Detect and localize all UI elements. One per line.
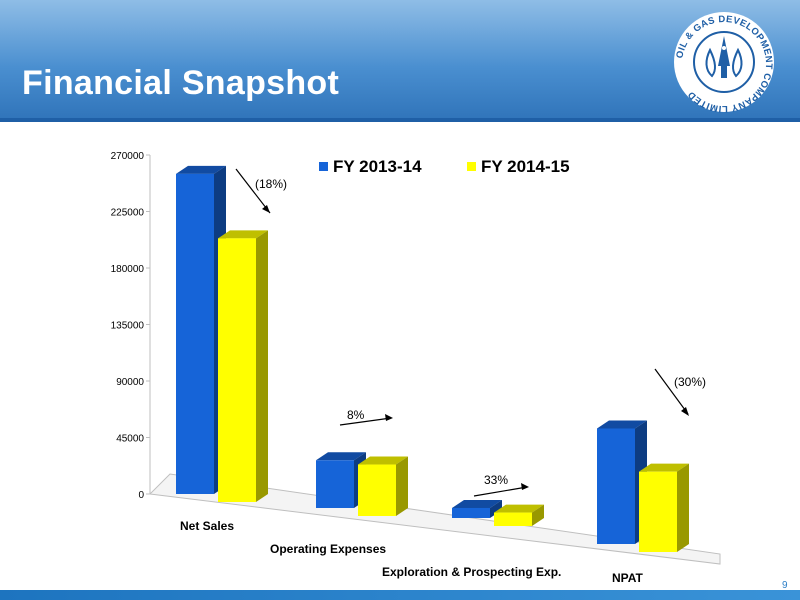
arrow-npat (654, 368, 689, 415)
company-logo: OIL & GAS DEVELOPMENT COMPANY LIMITED (674, 12, 774, 114)
bar-2014-3-top (639, 463, 689, 472)
bar-2014-3 (639, 471, 677, 552)
bar-2013-2 (452, 507, 490, 518)
bar-2013-3 (597, 428, 635, 544)
arrow-operating-expenses (339, 417, 392, 426)
bar-chart: 0 45000 90000 135000 180000 225000 270000 Net S… (111, 151, 721, 585)
bar-2013-0-top (176, 165, 226, 174)
x-tick-label: NPAT (612, 571, 644, 585)
legend-label: FY 2014-15 (481, 157, 570, 176)
slide-header (0, 0, 800, 122)
annotation-npat: (30%) (674, 375, 706, 389)
slide-title: Financial Snapshot (22, 64, 340, 102)
bar-2014-2-top (494, 504, 544, 513)
y-tick-label: 0 (138, 490, 144, 501)
bar-2014-0-top (218, 230, 268, 239)
arrowhead-net-sales (262, 205, 270, 213)
bar-2014-3-side (677, 463, 689, 552)
x-tick-label: Net Sales (180, 519, 234, 533)
arrowhead-exploration (521, 483, 529, 490)
bar-2013-3-top (597, 420, 647, 429)
x-tick-label: Exploration & Prospecting Exp. (382, 565, 561, 579)
bar-2014-1-top (358, 456, 408, 465)
bar-2013-2-top (452, 499, 502, 508)
annotation-net-sales: (18%) (255, 177, 287, 191)
y-tick-label: 45000 (116, 434, 144, 445)
bar-2014-0-side (256, 230, 268, 502)
bar-2014-1-side (396, 456, 408, 516)
arrowhead-npat (681, 407, 689, 416)
bar-2014-1 (358, 464, 396, 516)
arrow-exploration (473, 486, 528, 497)
y-tick-label: 135000 (111, 321, 145, 332)
chart-floor (148, 473, 721, 565)
bar-2013-1 (316, 460, 354, 508)
arrow-net-sales (235, 168, 271, 214)
y-tick-label: 225000 (111, 208, 145, 219)
x-tick-label: Operating Expenses (270, 542, 386, 556)
y-tick-label: 270000 (111, 151, 145, 162)
bar-2013-0 (176, 173, 214, 495)
legend-swatch (319, 162, 328, 171)
page-number: 9 (782, 580, 788, 591)
bar-2014-2-side (532, 504, 544, 526)
footer-bar (0, 590, 800, 600)
y-tick-label: 90000 (116, 377, 144, 388)
annotation-operating-expenses: 8% (347, 408, 365, 422)
bar-2014-0 (218, 238, 256, 502)
header-divider (0, 118, 800, 122)
legend-swatch (467, 162, 476, 171)
legend-label: FY 2013-14 (333, 157, 422, 176)
bar-2013-1-top (316, 452, 366, 461)
arrowhead-operating-expenses (385, 414, 393, 421)
bar-2014-2 (494, 512, 532, 526)
annotation-exploration: 33% (484, 473, 508, 487)
bar-2013-2-side (490, 499, 502, 518)
y-tick-label: 180000 (111, 264, 145, 275)
